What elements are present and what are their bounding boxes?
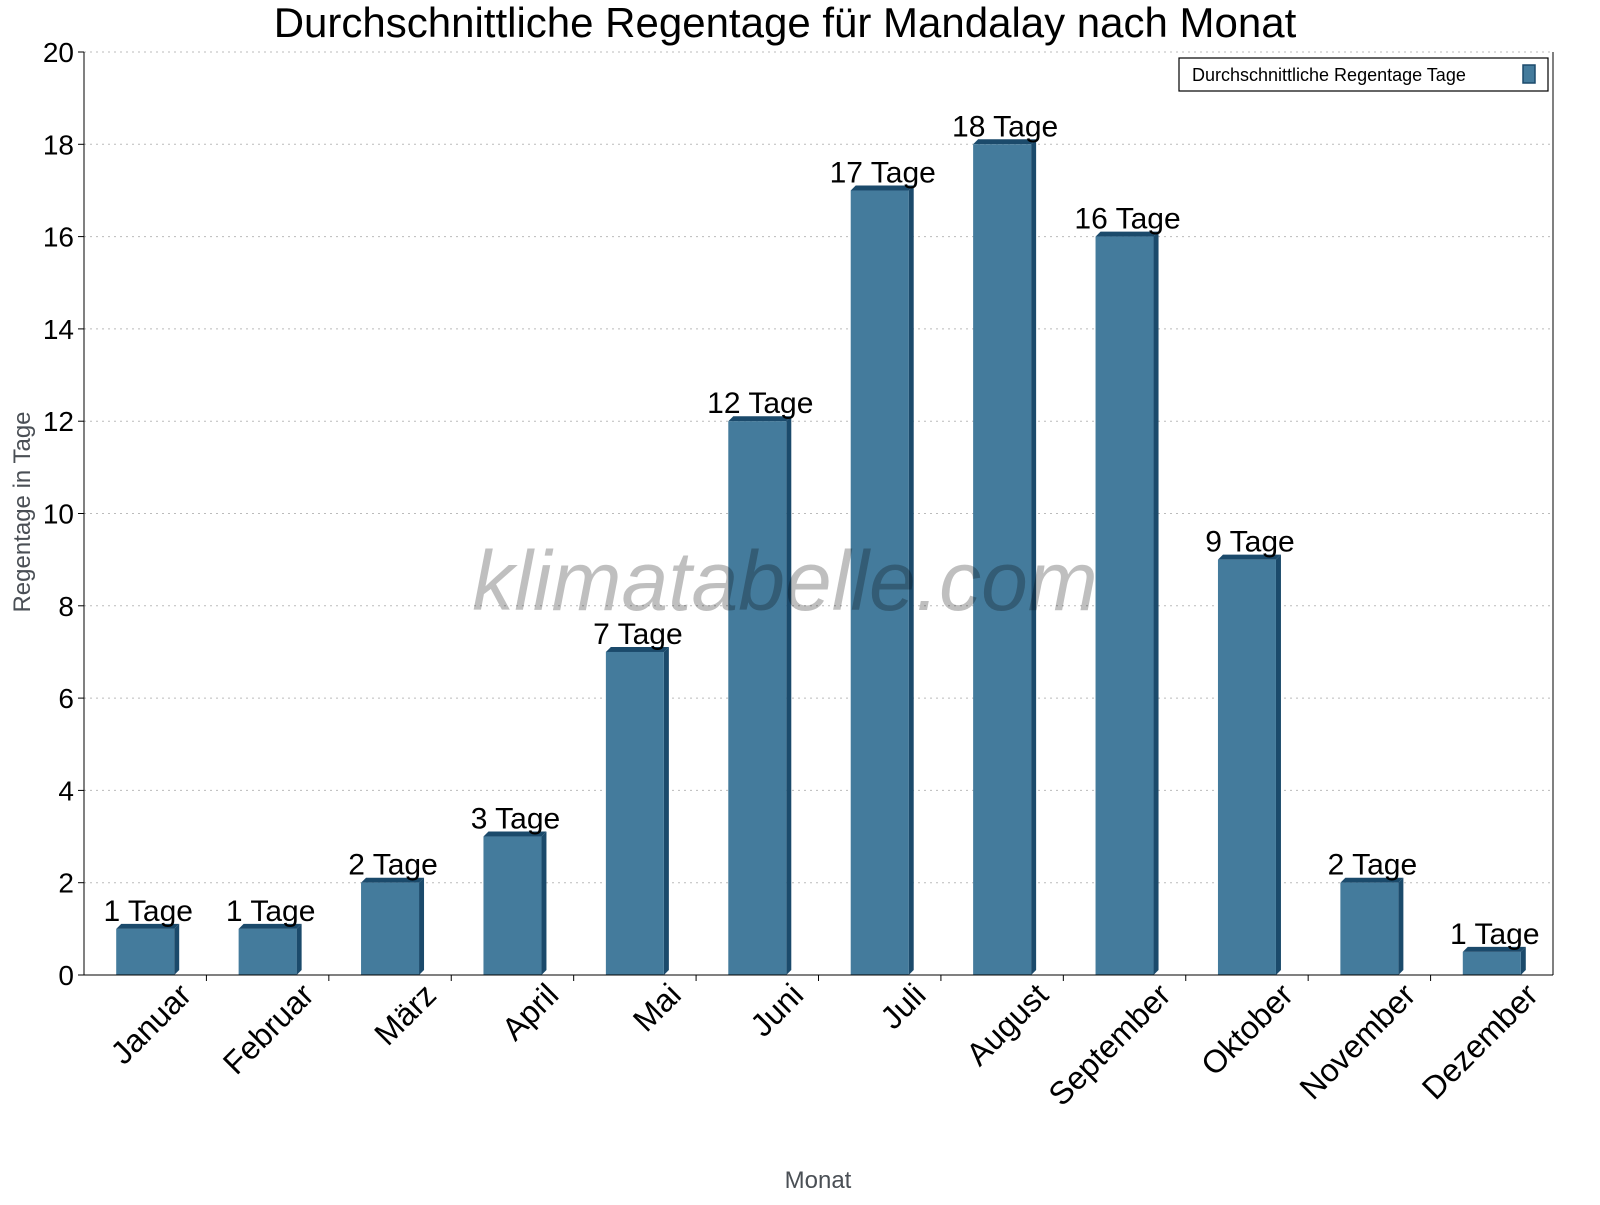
y-tick-label: 8 <box>58 591 74 622</box>
bar <box>1462 951 1521 975</box>
y-tick-label: 20 <box>43 37 74 68</box>
bar <box>116 928 175 975</box>
bar-top <box>238 923 302 929</box>
data-label: 16 Tage <box>1074 203 1180 236</box>
x-tick-label: Juni <box>743 976 810 1043</box>
legend-label: Durchschnittliche Regentage Tage <box>1192 65 1466 85</box>
x-axis-label: Monat <box>785 1167 852 1194</box>
data-label: 9 Tage <box>1205 526 1295 559</box>
bar-top <box>1340 877 1404 883</box>
bar-side <box>1520 946 1526 975</box>
bar <box>1095 236 1154 976</box>
bar <box>728 421 787 975</box>
x-tick-label: März <box>367 976 443 1052</box>
bar-side <box>908 185 914 975</box>
x-tick-label: Februar <box>216 976 321 1081</box>
bar-top <box>1217 554 1281 560</box>
bar-top <box>1462 946 1526 952</box>
bar <box>1217 559 1276 975</box>
y-axis-label: Regentage in Tage <box>9 411 36 612</box>
bar <box>483 836 542 975</box>
x-tick-label: April <box>495 976 566 1047</box>
bar-side <box>1275 554 1281 975</box>
bar-side <box>419 877 425 975</box>
grid <box>84 51 1553 884</box>
bar-top <box>1095 231 1159 237</box>
bar-side <box>1031 139 1037 976</box>
data-label: 7 Tage <box>593 618 683 651</box>
x-tick-label: Dezember <box>1415 976 1545 1106</box>
bar-side <box>663 646 669 975</box>
bar-side <box>174 923 180 975</box>
data-label: 18 Tage <box>952 110 1058 143</box>
bar <box>605 651 664 975</box>
bar-top <box>361 877 425 883</box>
bar <box>973 144 1032 976</box>
bars: 1 Tage 1 Tage 2 Tage 3 Tage 7 Tage 12 Tage 17 … <box>103 110 1540 976</box>
bar-top <box>116 923 180 929</box>
bar-side <box>786 416 792 975</box>
x-tick-label: November <box>1292 976 1422 1106</box>
y-tick-label: 6 <box>58 683 74 714</box>
y-tick-label: 12 <box>43 406 74 437</box>
bar-side <box>541 831 547 975</box>
x-tick-label: August <box>959 976 1055 1072</box>
legend-swatch <box>1522 64 1536 84</box>
y-tick-label: 18 <box>43 129 74 160</box>
bar-top <box>483 831 547 837</box>
x-tick-label: Juli <box>873 976 932 1035</box>
y-tick-label: 4 <box>58 775 74 806</box>
bar <box>1340 882 1399 975</box>
y-tick-label: 14 <box>43 314 74 345</box>
bar-side <box>296 923 302 975</box>
x-tick-label: Januar <box>104 976 199 1071</box>
y-tick-label: 16 <box>43 222 74 253</box>
data-label: 12 Tage <box>707 387 813 420</box>
data-label: 2 Tage <box>348 849 438 882</box>
x-tick-label: Oktober <box>1194 976 1300 1082</box>
data-label: 2 Tage <box>1328 849 1418 882</box>
y-tick-label: 2 <box>58 868 74 899</box>
bar <box>850 190 909 975</box>
y-tick-label: 10 <box>43 499 74 530</box>
data-label: 1 Tage <box>103 895 193 928</box>
bar-side <box>1398 877 1404 975</box>
legend: Durchschnittliche Regentage Tage <box>1178 57 1549 92</box>
bar-top <box>850 185 914 191</box>
bar-top <box>605 646 669 652</box>
data-label: 1 Tage <box>1450 918 1540 951</box>
bar <box>238 928 297 975</box>
data-label: 3 Tage <box>471 803 561 836</box>
bar-top <box>728 416 792 422</box>
legend-box <box>1178 57 1549 92</box>
y-tick-label: 0 <box>58 960 74 991</box>
x-tick-label: Mai <box>626 976 688 1038</box>
bar-side <box>1153 231 1159 976</box>
x-tick-label: September <box>1041 976 1177 1112</box>
bar-top <box>973 139 1037 145</box>
bar <box>361 882 420 975</box>
data-label: 1 Tage <box>226 895 316 928</box>
watermark: klimatabelle.com <box>472 534 1098 628</box>
chart-title: Durchschnittliche Regentage für Mandalay… <box>274 0 1297 46</box>
data-label: 17 Tage <box>830 156 936 189</box>
